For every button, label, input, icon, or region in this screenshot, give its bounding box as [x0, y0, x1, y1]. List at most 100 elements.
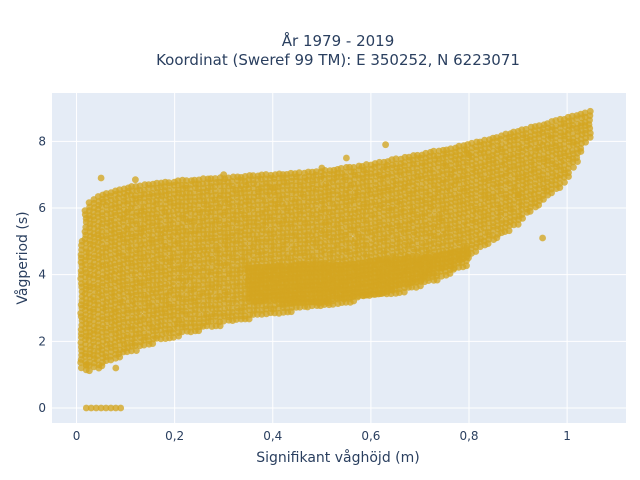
- data-point: [418, 247, 425, 254]
- data-point: [349, 293, 357, 300]
- data-point: [169, 232, 177, 240]
- data-point: [484, 240, 492, 248]
- data-point: [505, 227, 513, 235]
- data-point: [195, 230, 203, 238]
- data-points: [77, 107, 594, 412]
- data-point: [165, 190, 173, 198]
- tick-labels: 0 0,2 0,4 0,6 0,8 1 0 2 4 6 8: [38, 134, 571, 443]
- x-tick-label: 0: [73, 429, 81, 443]
- data-point: [220, 317, 228, 325]
- data-point: [430, 147, 438, 155]
- data-point: [526, 144, 534, 152]
- data-point: [346, 230, 353, 238]
- x-tick-label: 0,2: [165, 429, 184, 443]
- data-point: [561, 179, 568, 186]
- y-tick-label: 2: [38, 334, 46, 348]
- data-point: [570, 163, 577, 171]
- data-point: [203, 322, 211, 330]
- data-point: [383, 173, 391, 181]
- zero-period-point: [82, 404, 90, 412]
- data-point: [573, 115, 580, 123]
- data-point: [357, 275, 365, 283]
- data-point: [211, 208, 219, 216]
- outlier-point: [416, 261, 424, 269]
- data-point: [400, 288, 408, 296]
- outlier-point: [97, 174, 105, 182]
- outlier-point: [269, 184, 277, 192]
- data-point: [329, 191, 337, 198]
- data-point: [145, 184, 152, 192]
- data-point: [279, 195, 286, 203]
- data-point: [404, 254, 411, 262]
- data-point: [133, 347, 140, 354]
- y-tick-label: 8: [38, 134, 46, 148]
- data-point: [556, 184, 564, 192]
- data-point: [140, 341, 148, 349]
- data-point: [329, 249, 337, 257]
- outlier-point: [132, 176, 139, 184]
- x-tick-label: 0,4: [263, 429, 282, 443]
- data-point: [337, 165, 345, 172]
- zero-period-point: [87, 404, 95, 412]
- data-point: [378, 290, 386, 297]
- data-point: [312, 189, 320, 196]
- data-point: [430, 206, 438, 214]
- outlier-point: [112, 364, 120, 372]
- data-point: [136, 308, 144, 315]
- data-point: [388, 244, 396, 252]
- data-point: [136, 198, 144, 206]
- data-point: [346, 201, 353, 209]
- chart-title-line-1: År 1979 - 2019: [282, 31, 395, 50]
- x-tick-label: 0,8: [459, 429, 478, 443]
- data-point: [195, 201, 203, 209]
- data-point: [340, 295, 348, 303]
- data-point: [224, 291, 232, 299]
- data-point: [540, 195, 547, 203]
- data-point: [489, 142, 496, 150]
- data-point: [304, 239, 312, 247]
- data-point: [269, 274, 277, 282]
- data-point: [321, 250, 329, 258]
- data-point: [451, 168, 459, 176]
- data-point: [493, 234, 501, 242]
- zero-period-point: [107, 404, 115, 412]
- data-point: [497, 136, 505, 143]
- data-point: [514, 221, 522, 228]
- data-point: [392, 155, 400, 163]
- data-point: [458, 250, 466, 258]
- data-point: [86, 367, 93, 375]
- zero-period-point: [97, 404, 105, 412]
- outlier-point: [382, 141, 389, 149]
- outlier-point: [539, 234, 546, 242]
- data-point: [178, 328, 186, 336]
- data-point: [577, 148, 585, 155]
- y-tick-label: 6: [38, 201, 46, 215]
- data-point: [324, 299, 332, 307]
- data-point: [252, 298, 260, 305]
- data-point: [325, 221, 333, 229]
- zero-period-point: [102, 404, 110, 412]
- data-point: [463, 262, 470, 270]
- x-tick-label: 1: [563, 429, 571, 443]
- data-point: [362, 283, 370, 290]
- data-point: [170, 334, 177, 341]
- data-point: [274, 295, 281, 303]
- data-point: [161, 233, 169, 241]
- zero-period-point: [92, 404, 100, 412]
- y-tick-label: 4: [38, 268, 46, 282]
- data-point: [245, 315, 253, 323]
- data-point: [574, 158, 581, 166]
- data-point: [526, 207, 534, 215]
- data-point: [463, 257, 470, 265]
- data-point: [116, 353, 124, 361]
- data-point: [140, 244, 148, 252]
- data-point: [433, 276, 441, 284]
- data-point: [283, 245, 290, 253]
- data-point: [131, 334, 139, 342]
- zero-period-point: [117, 404, 125, 412]
- data-point: [216, 322, 224, 330]
- data-point: [417, 188, 425, 196]
- data-point: [140, 286, 148, 294]
- data-point: [582, 138, 589, 146]
